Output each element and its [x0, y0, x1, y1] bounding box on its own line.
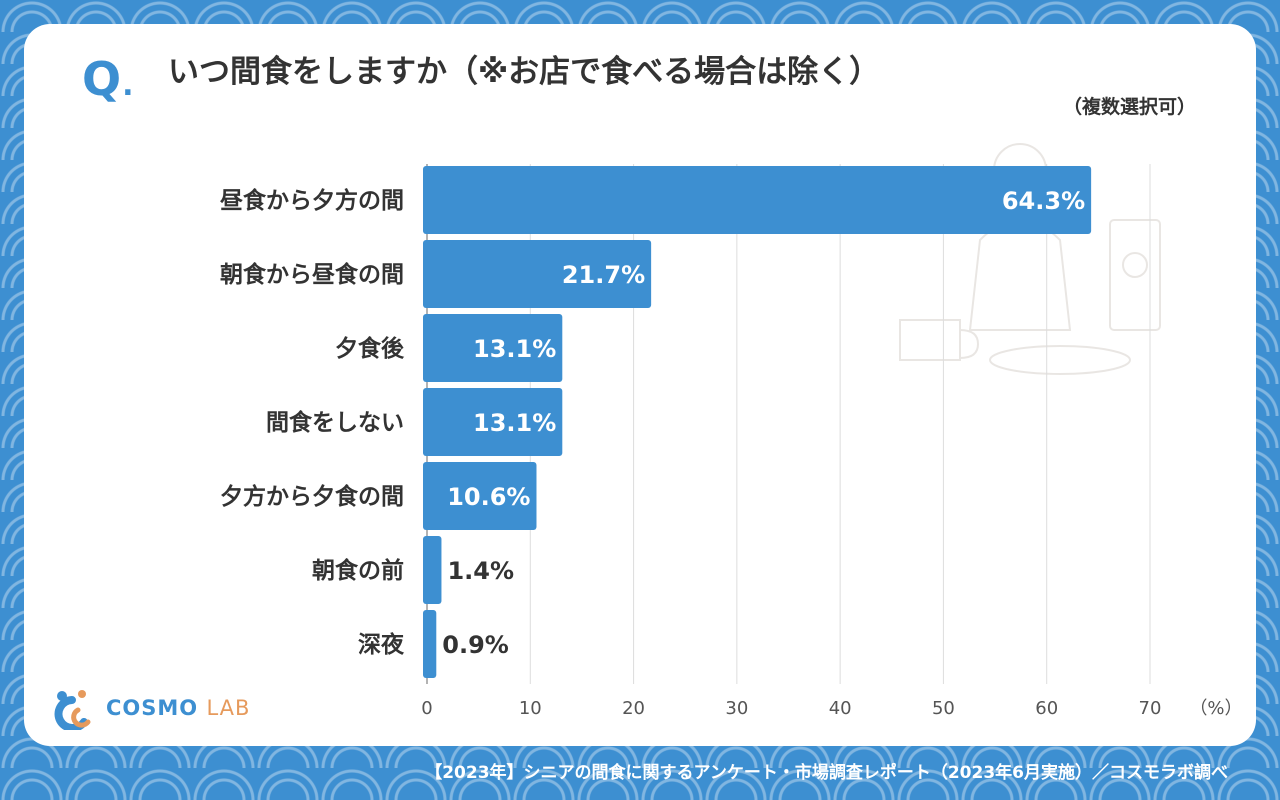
category-label: 朝食から昼食の間: [220, 261, 404, 288]
x-tick-label: 40: [829, 698, 852, 719]
question-dot: .: [122, 68, 135, 103]
x-tick-label: 60: [1035, 698, 1058, 719]
data-label: 1.4%: [447, 557, 514, 585]
logo-wordmark: COSMO LAB: [106, 696, 250, 720]
question-letter: Q: [82, 52, 123, 106]
category-label: 間食をしない: [266, 409, 404, 436]
x-tick-label: 70: [1139, 698, 1162, 719]
bar: [423, 462, 537, 530]
category-label: 夕方から夕食の間: [220, 483, 404, 510]
x-tick-label: 10: [519, 698, 542, 719]
x-tick-label: 20: [622, 698, 645, 719]
category-label: 昼食から夕方の間: [220, 187, 404, 214]
bar: [423, 388, 563, 456]
logo-name: COSMO: [106, 696, 199, 720]
multiple-choice-note: （複数選択可）: [1062, 96, 1196, 118]
cosmo-lab-logo: COSMO LAB: [48, 686, 250, 732]
source-footer: 【2023年】シニアの間食に関するアンケート・市場調査レポート（2023年6月実…: [425, 763, 1228, 783]
data-label: 0.9%: [442, 631, 509, 659]
category-label: 夕食後: [335, 335, 405, 362]
chart-card: [24, 24, 1256, 746]
x-axis-unit-label: （%）: [1189, 698, 1242, 719]
question-title: いつ間食をしますか（※お店で食べる場合は除く）: [168, 54, 881, 90]
logo-suffix: LAB: [206, 696, 251, 720]
data-label: 21.7%: [562, 261, 645, 289]
data-label: 64.3%: [1002, 187, 1085, 215]
x-tick-label: 50: [932, 698, 955, 719]
category-label: 朝食の前: [312, 557, 404, 584]
x-tick-label: 30: [725, 698, 748, 719]
data-label: 10.6%: [447, 483, 530, 511]
bar: [423, 536, 442, 604]
bar: [423, 314, 563, 382]
x-tick-label: 0: [421, 698, 432, 719]
question-mark: Q.: [82, 52, 135, 106]
data-label: 13.1%: [473, 409, 556, 437]
bar: [423, 240, 652, 308]
bar: [423, 610, 437, 678]
category-label: 深夜: [358, 631, 405, 658]
logo-icon: [48, 686, 100, 732]
bar: [423, 166, 1092, 234]
data-label: 13.1%: [473, 335, 556, 363]
